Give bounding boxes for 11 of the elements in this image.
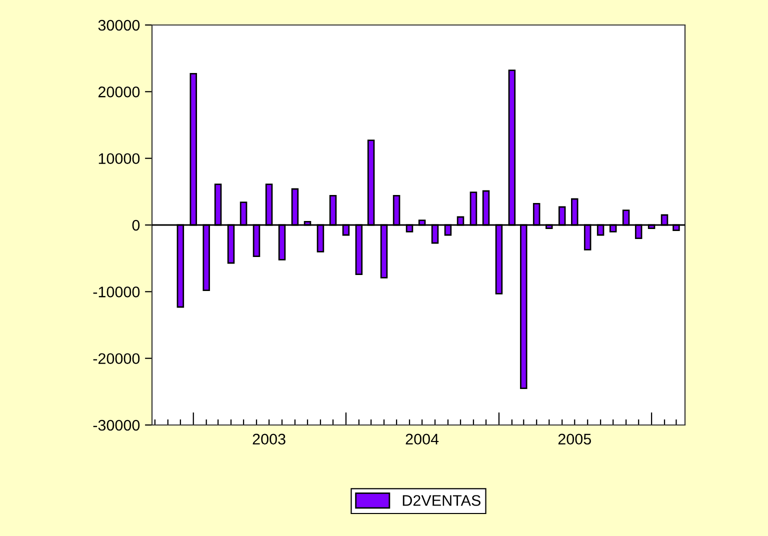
y-tick-label: 20000 [98,86,140,98]
y-tick-label: -20000 [93,353,140,364]
x-tick-label: 2004 [406,434,439,445]
y-tick-label: -30000 [93,420,140,431]
y-tick-label: 0 [132,220,140,231]
y-tick-label: -10000 [93,286,140,298]
legend-label: D2VENTAS [402,495,480,506]
x-tick-label: 2005 [558,434,591,445]
y-tick-label: 10000 [98,153,140,164]
y-tick-label: 30000 [98,20,140,31]
x-tick-label: 2003 [252,434,286,445]
